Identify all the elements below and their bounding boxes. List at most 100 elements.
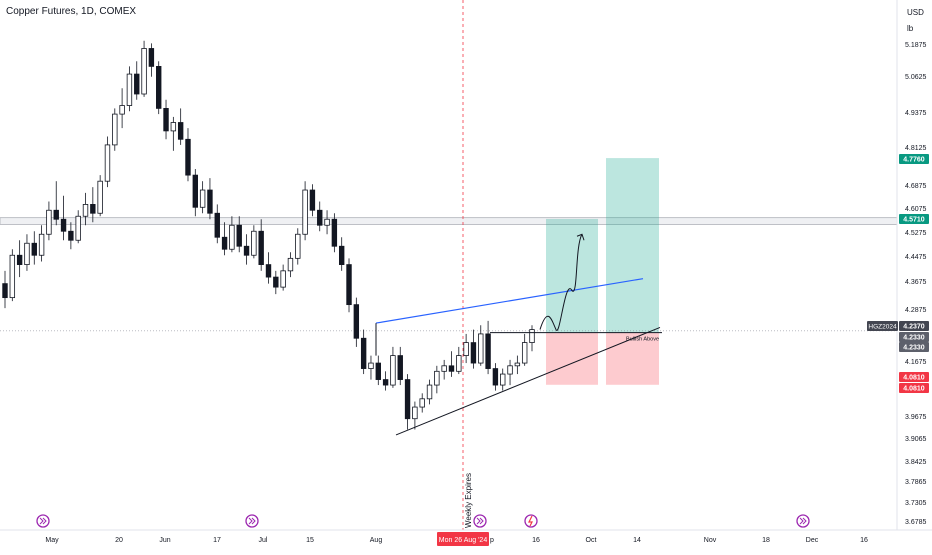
price-badge-text: 4.7760 <box>903 157 925 164</box>
y-tick-label: 3.9065 <box>905 436 927 443</box>
x-tick-label: 15 <box>306 537 314 544</box>
target-zone-1 <box>546 218 598 333</box>
candle <box>456 346 462 375</box>
candle-body <box>478 333 484 364</box>
candle <box>448 351 455 377</box>
y-tick-label: 4.5275 <box>905 230 927 237</box>
y-tick-label: 4.1675 <box>905 359 927 366</box>
candle <box>9 249 16 302</box>
candle <box>68 222 74 250</box>
candle <box>478 325 484 366</box>
candle <box>390 346 396 388</box>
candle <box>214 204 220 244</box>
candle <box>90 187 96 223</box>
candle-body <box>507 365 513 375</box>
candle <box>434 365 440 394</box>
candle-body <box>141 48 147 95</box>
x-tick-label: Jun <box>159 537 170 544</box>
candle-body <box>112 113 118 146</box>
candle-body <box>273 276 279 288</box>
date-badge <box>437 532 489 546</box>
candle <box>353 297 360 347</box>
bullish-above-label: Bullish Above <box>626 337 659 343</box>
x-tick-label: May <box>45 537 59 544</box>
stop-zone-1 <box>546 332 598 385</box>
candle-body <box>214 212 220 238</box>
price-badge <box>899 214 929 224</box>
candle-body <box>53 209 59 220</box>
candle-body <box>177 122 184 140</box>
candle-body <box>280 270 286 288</box>
candle-body <box>46 209 52 235</box>
y-tick-label: 5.1875 <box>905 42 927 49</box>
y-tick-label: 4.9375 <box>905 110 927 117</box>
candle <box>207 178 213 220</box>
candle-body <box>9 254 16 299</box>
event-icon-glyph <box>799 517 807 525</box>
candle-body <box>338 245 345 265</box>
candle-body <box>192 174 199 208</box>
candle-body <box>60 218 67 232</box>
candle-body <box>346 264 352 306</box>
candle-body <box>104 144 111 182</box>
candle-body <box>75 215 81 241</box>
candle <box>295 228 301 265</box>
candle-body <box>302 189 308 235</box>
lightning-icon <box>524 514 538 528</box>
y-tick-label: 3.9675 <box>905 414 927 421</box>
candle <box>258 219 264 271</box>
candle <box>521 333 528 366</box>
price-badge-text: 4.0810 <box>903 386 925 393</box>
x-tick-label: 17 <box>213 537 221 544</box>
candle-body <box>448 365 455 372</box>
candle <box>441 359 447 380</box>
candle-body <box>185 138 191 176</box>
candle-body <box>375 362 381 380</box>
price-badge <box>899 383 929 393</box>
candle-body <box>485 333 491 369</box>
candle <box>500 368 506 391</box>
x-tick-label: Dec <box>806 537 819 544</box>
candle-body <box>514 362 521 367</box>
y-tick-label: 5.0625 <box>905 74 927 81</box>
candle-body <box>265 264 272 278</box>
resistance-zone <box>0 217 898 225</box>
upper-trendline-blue <box>375 278 644 324</box>
candle-body <box>404 379 411 420</box>
candle <box>16 240 23 278</box>
candle-body <box>463 342 469 356</box>
candle <box>302 181 308 241</box>
candle-body <box>360 337 367 369</box>
candle-body <box>397 355 403 380</box>
candle <box>412 401 418 430</box>
y-tick-label: 4.6875 <box>905 183 927 190</box>
candle <box>287 252 294 278</box>
y-tick-label: 4.2875 <box>905 307 927 314</box>
date-badge-text: Mon 26 Aug '24 <box>439 537 488 544</box>
x-tick-label: Jul <box>259 537 268 544</box>
candle <box>265 252 272 284</box>
candle <box>119 88 125 129</box>
y-tick-label: 4.8125 <box>905 145 927 152</box>
candle-body <box>419 398 425 408</box>
candle <box>243 234 250 265</box>
price-badge-text: 4.2330 <box>903 345 925 352</box>
candle <box>199 181 206 214</box>
stop-zone-2 <box>606 332 659 385</box>
candle-body <box>170 122 177 132</box>
candle-body <box>207 189 213 214</box>
candle <box>463 333 469 364</box>
x-tick-label: 20 <box>115 537 123 544</box>
price-badge-text: 4.5710 <box>903 217 925 224</box>
x-tick-label: 16 <box>860 537 868 544</box>
candle-body <box>390 355 396 386</box>
candle-body <box>309 189 316 211</box>
y-tick-label: 3.7305 <box>905 500 927 507</box>
price-badge <box>899 372 929 382</box>
target-zone-2 <box>606 158 659 333</box>
candle <box>126 66 133 112</box>
x-tick-label: 16 <box>532 537 540 544</box>
candle-body <box>324 218 330 226</box>
